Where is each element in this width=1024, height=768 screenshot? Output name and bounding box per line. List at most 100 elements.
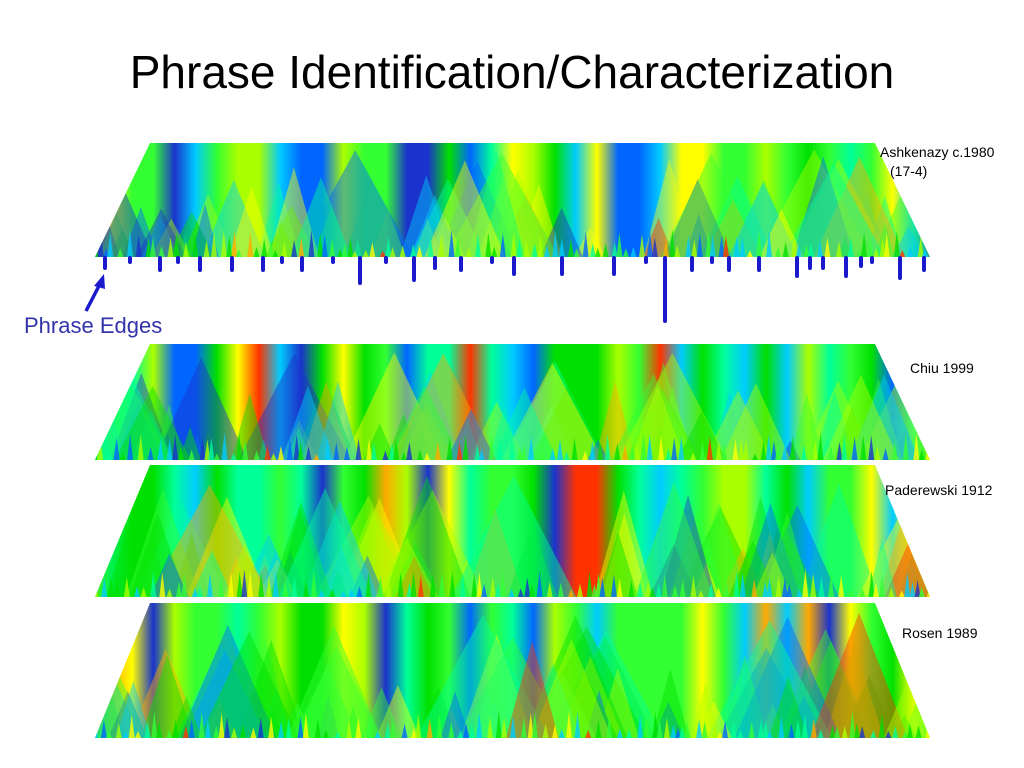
scape-triangle [296, 150, 414, 257]
scape-spike [678, 436, 685, 460]
scape-triangle [387, 385, 462, 460]
scape-triangle [892, 225, 925, 257]
scape-spike [208, 437, 215, 460]
scape-triangle [634, 481, 714, 597]
scape-spike [314, 718, 321, 738]
scape-triangle [832, 407, 871, 460]
scape-spike [656, 719, 663, 738]
scape-triangle [501, 362, 604, 460]
scape-spike [885, 730, 892, 738]
scape-triangle [129, 648, 203, 738]
arrow-head [94, 274, 105, 289]
scape-spike [781, 577, 788, 597]
scape-spike [663, 717, 670, 738]
scape-triangle [328, 568, 348, 597]
scape-triangle [810, 612, 908, 738]
scape-triangle [125, 488, 201, 597]
scape-spike [810, 718, 817, 738]
scape-spike [906, 723, 913, 738]
scape-spike [649, 587, 656, 597]
scape-spike [348, 588, 355, 597]
scape-triangle [741, 547, 776, 597]
scape-triangle [839, 236, 851, 257]
scape-triangle [854, 378, 903, 460]
scape-spike [495, 710, 502, 738]
scape-spike [542, 723, 549, 738]
scape-spike [614, 443, 621, 460]
scape-spike [902, 731, 909, 738]
scape-spike [589, 440, 596, 460]
scape-triangle [728, 181, 798, 257]
scape-spike [471, 573, 478, 597]
scape-spike [302, 713, 309, 738]
scape-triangle [98, 212, 136, 257]
scape-spike [126, 229, 133, 257]
plot-label: Ashkenazy c.1980 [880, 144, 995, 160]
scape-triangle [554, 636, 656, 738]
scape-spike [123, 576, 130, 597]
scape-triangle [237, 639, 306, 738]
scape-spike [803, 244, 810, 257]
scape-triangle [383, 475, 471, 597]
scape-triangle [256, 182, 301, 257]
scape-background [95, 465, 930, 597]
scape-triangle [174, 642, 269, 738]
scape-spike [236, 432, 243, 460]
scape-triangle [286, 625, 382, 738]
scape-spike [671, 437, 678, 460]
scape-spike [717, 731, 724, 738]
scape-spike [630, 246, 637, 257]
scape-triangle [847, 192, 887, 257]
scape-triangle [455, 417, 481, 460]
scape-triangle [370, 209, 406, 257]
scape-spike [298, 237, 305, 257]
scape-spike [685, 235, 692, 257]
scape-triangle [114, 385, 191, 460]
scape-spike [258, 572, 265, 597]
scape-triangle [691, 683, 720, 738]
scape-spike [701, 720, 708, 738]
scape-triangle [660, 152, 762, 257]
scape-spike [817, 432, 824, 460]
scape-triangle [223, 552, 271, 597]
scape-spike [134, 586, 141, 597]
scape-triangle [763, 511, 812, 597]
scape-spike [651, 237, 658, 257]
scape-spike [836, 442, 843, 460]
scape-spike [488, 434, 495, 460]
scape-spike [898, 590, 905, 597]
scape-spike [818, 576, 825, 597]
scape-spike [399, 245, 406, 257]
scape-spike [322, 729, 329, 738]
scape-spike [218, 712, 225, 738]
scape-triangle [179, 624, 277, 738]
scape-triangle [548, 670, 618, 738]
scape-triangle [343, 352, 446, 460]
scape-spike [137, 433, 144, 460]
scape-spike [762, 719, 769, 738]
scape-triangle [699, 175, 776, 257]
scape-triangle [528, 382, 610, 460]
scape-triangle [170, 696, 203, 738]
scape-triangle [749, 527, 820, 597]
scape-spike [456, 442, 463, 460]
scape-spike [566, 710, 573, 738]
scape-triangle [787, 159, 890, 257]
scape-spike [282, 579, 289, 597]
scape-spike [501, 716, 508, 738]
scape-triangle [704, 200, 762, 257]
scape-spike [616, 232, 623, 257]
scape-triangle [530, 639, 613, 738]
scape-spike [500, 569, 507, 597]
scape-spike [872, 582, 879, 597]
scape-triangle [361, 687, 403, 738]
scape-spike [140, 587, 147, 597]
scape-triangle [466, 509, 525, 597]
scape-spike [552, 724, 559, 738]
scape-spike [410, 727, 417, 738]
scape-spike [552, 230, 559, 257]
scape-triangle [314, 495, 423, 597]
scape-spike [182, 242, 189, 257]
scape-triangle [286, 427, 311, 460]
scape-spike [834, 726, 841, 738]
